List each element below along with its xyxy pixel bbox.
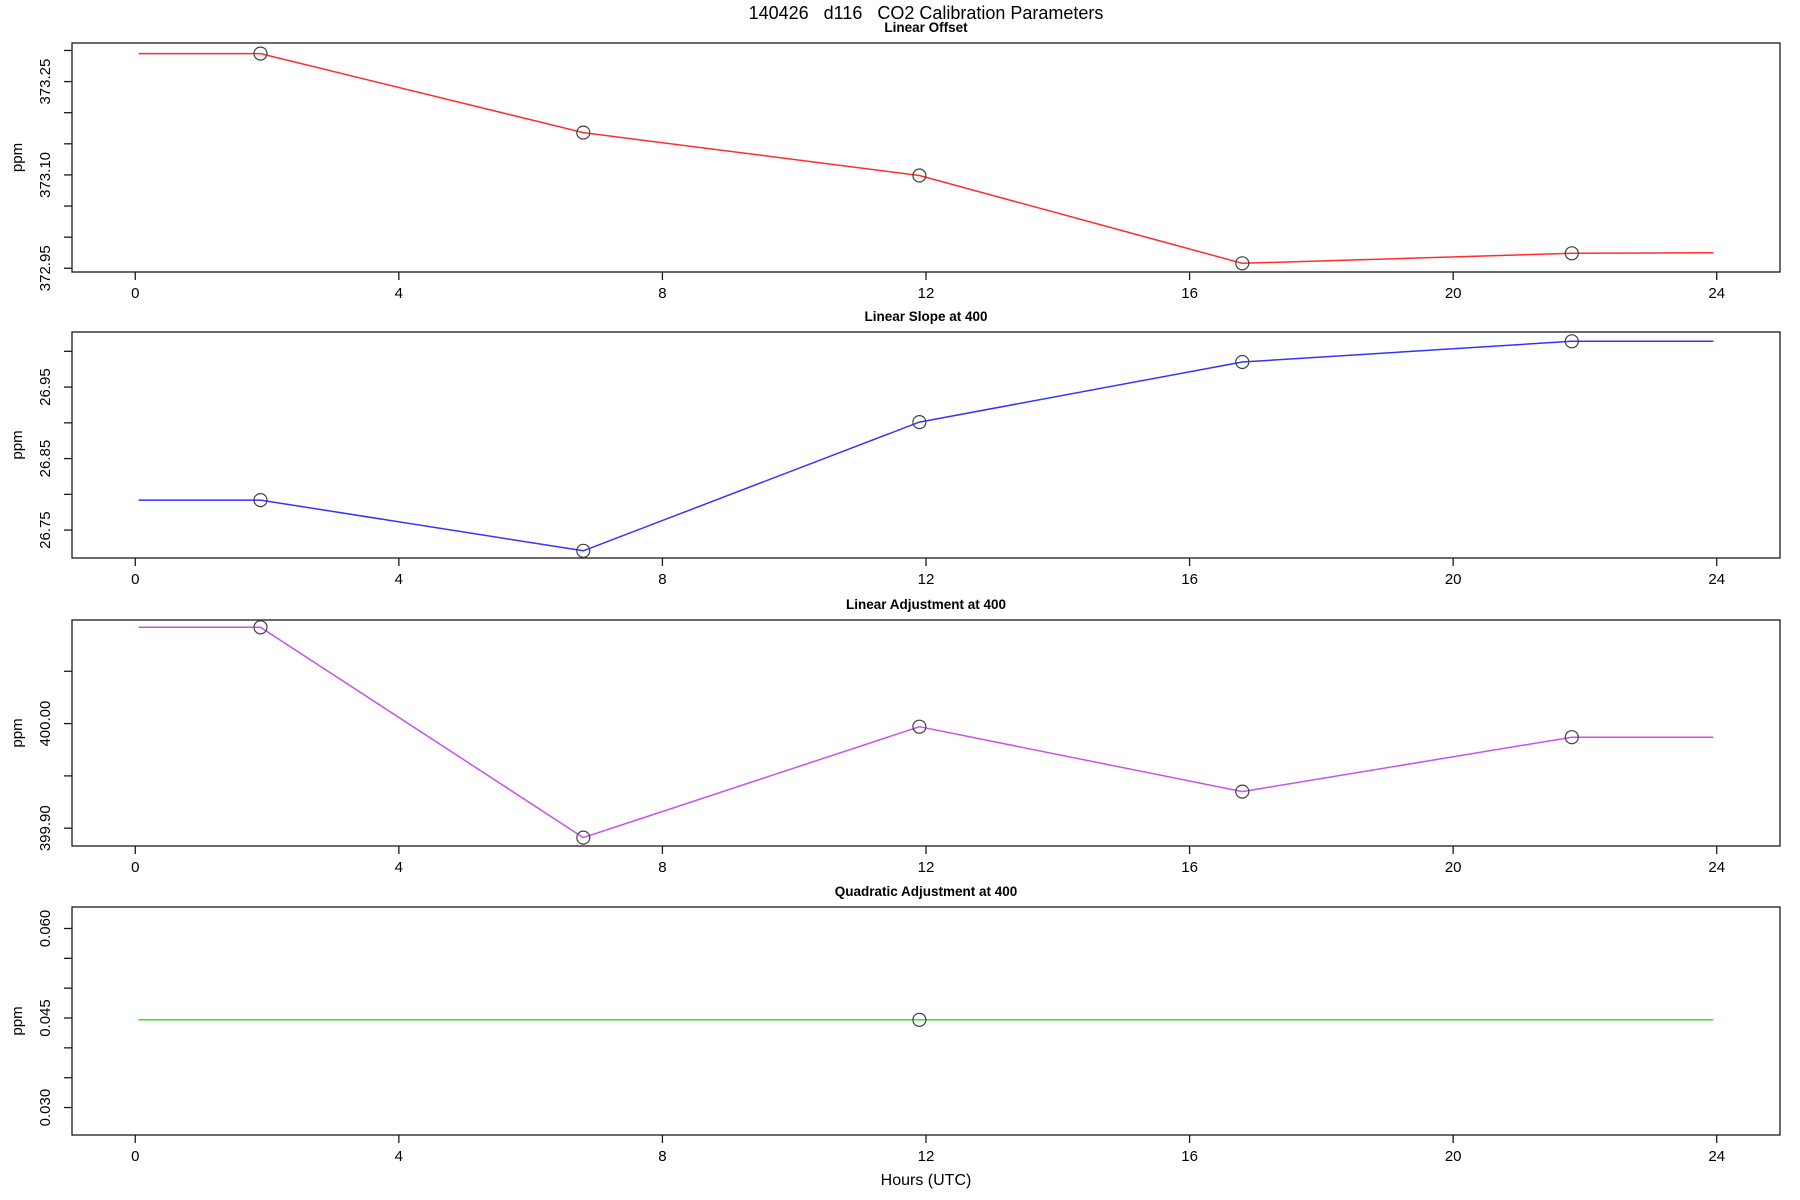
panel-border: [71, 619, 1781, 847]
x-tick-label: 0: [131, 859, 139, 876]
x-tick-label: 20: [1445, 285, 1462, 302]
panel-linear-adjustment-at-400: 399.90 400.00 ppm 0 4 8 12 16 20 24: [9, 619, 1781, 876]
x-tick-label: 4: [395, 1148, 403, 1165]
data-line: [138, 626, 1714, 839]
y-tick-label: 0.060: [37, 910, 54, 948]
y-axis-unit-label: ppm: [9, 430, 26, 459]
panel-title-linear-slope: Linear Slope at 400: [864, 309, 988, 324]
data-point-marker: [912, 415, 927, 430]
y-tick-label: 26.85: [37, 440, 54, 478]
panel-title-quadratic-adjustment: Quadratic Adjustment at 400: [834, 884, 1018, 899]
panel-linear-slope-at-400: 26.75 26.85 26.95 ppm 0 4 8 12 16 20 24: [9, 331, 1781, 588]
panel-quadratic-adjustment-at-400: 0.030 0.045 0.060 ppm 0 4 8 12 16 20 24: [9, 906, 1781, 1165]
data-point-marker: [1564, 730, 1579, 745]
x-tick-label: 16: [1181, 1148, 1198, 1165]
x-tick-label: 4: [395, 571, 403, 588]
x-tick-label: 4: [395, 285, 403, 302]
y-axis-unit-label: ppm: [9, 143, 26, 172]
x-tick-label: 8: [658, 571, 666, 588]
data-point-marker: [1235, 256, 1250, 271]
x-tick-label: 0: [131, 285, 139, 302]
data-point-marker: [253, 620, 268, 635]
x-tick-label: 16: [1181, 571, 1198, 588]
data-point-marker: [912, 719, 927, 734]
y-tick-label: 373.25: [37, 59, 54, 105]
x-tick-label: 24: [1708, 571, 1725, 588]
x-tick-label: 20: [1445, 1148, 1462, 1165]
data-line: [138, 340, 1714, 552]
y-tick-label: 400.00: [37, 701, 54, 747]
x-tick-label: 24: [1708, 1148, 1725, 1165]
y-tick-label: 399.90: [37, 805, 54, 851]
x-tick-label: 0: [131, 571, 139, 588]
y-tick-label: 372.95: [37, 245, 54, 291]
x-tick-label: 24: [1708, 285, 1725, 302]
y-axis-unit-label: ppm: [9, 718, 26, 747]
panel-border: [71, 331, 1781, 559]
x-axis-label: Hours (UTC): [880, 1172, 972, 1189]
x-tick-label: 8: [658, 1148, 666, 1165]
data-point-marker: [1235, 354, 1250, 370]
panel-title-linear-adjustment: Linear Adjustment at 400: [845, 597, 1007, 612]
y-tick-label: 0.030: [37, 1089, 54, 1127]
panel-title-linear-offset: Linear Offset: [884, 20, 968, 35]
data-point-marker: [1235, 784, 1250, 799]
data-point-marker: [576, 125, 591, 140]
data-point-marker: [576, 830, 591, 845]
panel-linear-offset: 372.95 373.10 373.25 ppm 0 4 8 12 16 20 24: [9, 42, 1781, 302]
x-tick-label: 16: [1181, 859, 1198, 876]
data-point-marker: [253, 493, 268, 508]
figure-title: 140426 d116 CO2 Calibration Parameters: [748, 3, 1104, 23]
data-point-marker: [576, 543, 591, 558]
y-tick-label: 373.10: [37, 152, 54, 198]
y-axis-unit-label: ppm: [9, 1006, 26, 1035]
data-point-marker: [912, 168, 927, 183]
data-point-marker: [1564, 334, 1579, 349]
x-tick-label: 12: [918, 1148, 935, 1165]
x-tick-label: 12: [918, 571, 935, 588]
x-tick-label: 0: [131, 1148, 139, 1165]
data-point-marker: [253, 46, 268, 61]
y-tick-label: 26.75: [37, 511, 54, 549]
x-tick-label: 20: [1445, 859, 1462, 876]
x-tick-label: 12: [918, 285, 935, 302]
x-tick-label: 8: [658, 859, 666, 876]
data-point-marker: [912, 1012, 927, 1027]
x-tick-label: 16: [1181, 285, 1198, 302]
x-tick-label: 8: [658, 285, 666, 302]
panel-border: [71, 42, 1781, 273]
x-tick-label: 4: [395, 859, 403, 876]
y-tick-label: 26.95: [37, 368, 54, 406]
data-line: [138, 52, 1714, 265]
y-tick-label: 0.045: [37, 999, 54, 1037]
x-tick-label: 12: [918, 859, 935, 876]
data-point-marker: [1564, 246, 1579, 261]
x-tick-label: 20: [1445, 571, 1462, 588]
x-tick-label: 24: [1708, 859, 1725, 876]
